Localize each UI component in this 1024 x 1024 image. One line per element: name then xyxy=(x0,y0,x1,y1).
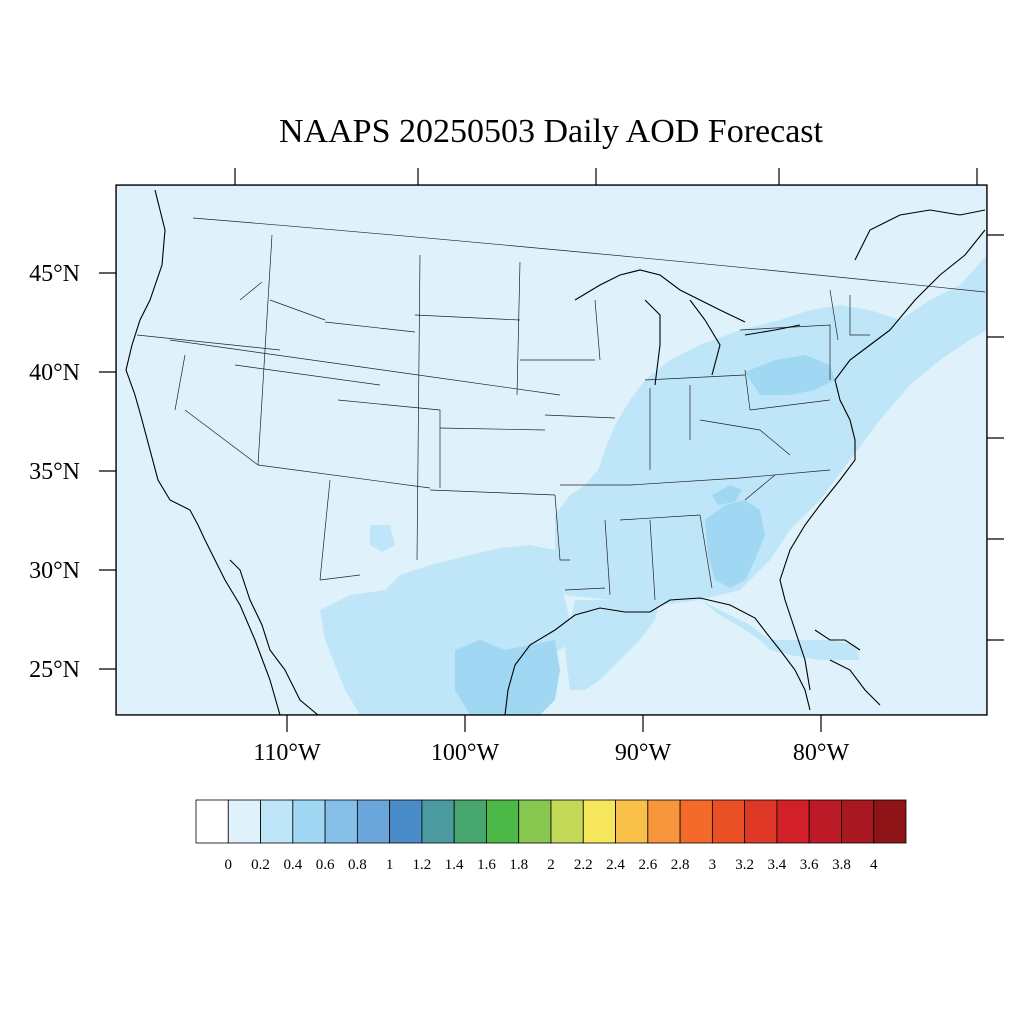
aod-region-carolina-high xyxy=(712,485,742,505)
latitude-labels: 45°N 40°N 35°N 30°N 25°N xyxy=(29,261,80,683)
coastlines xyxy=(125,189,986,715)
colorbar-label: 2.4 xyxy=(606,857,625,873)
lon-label: 110°W xyxy=(253,740,321,766)
aod-region-gulf-ext xyxy=(565,600,660,690)
lat-label: 45°N xyxy=(29,261,80,287)
colorbar-label: 0 xyxy=(225,857,233,873)
colorbar-labels: 0 0.2 0.4 0.6 0.8 1 1.2 1.4 1.6 1.8 2 2.2 2.4 2.6 2.8 3… xyxy=(225,857,878,873)
aod-region-eastern-us xyxy=(555,255,987,660)
colorbar-label: 1.6 xyxy=(477,857,496,873)
colorbar xyxy=(195,799,907,844)
aod-region-south-texas-high xyxy=(455,640,560,715)
right-ticks xyxy=(987,234,1004,641)
colorbar-label: 2.8 xyxy=(671,857,690,873)
colorbar-label: 1 xyxy=(386,857,394,873)
aod-region-new-mexico-spot xyxy=(370,525,395,552)
colorbar-label: 0.8 xyxy=(348,857,367,873)
colorbar-swatch xyxy=(808,799,842,844)
bottom-ticks xyxy=(286,715,822,732)
colorbar-label: 2.6 xyxy=(638,857,657,873)
colorbar-label: 3.2 xyxy=(735,857,754,873)
colorbar-swatch xyxy=(453,799,487,844)
left-ticks xyxy=(99,272,116,670)
colorbar-swatch xyxy=(776,799,810,844)
colorbar-label: 3.4 xyxy=(768,857,787,873)
colorbar-swatch xyxy=(195,799,229,844)
colorbar-label: 3.8 xyxy=(832,857,851,873)
colorbar-label: 0.4 xyxy=(283,857,302,873)
colorbar-swatch xyxy=(615,799,649,844)
colorbar-label: 4 xyxy=(870,857,878,873)
colorbar-swatch xyxy=(841,799,875,844)
colorbar-swatch xyxy=(356,799,391,844)
colorbar-label: 3.6 xyxy=(800,857,819,873)
colorbar-label: 2 xyxy=(547,857,555,873)
colorbar-label: 3 xyxy=(709,857,717,873)
aod-region-georgia-high xyxy=(705,500,765,588)
colorbar-label: 0.2 xyxy=(251,857,270,873)
lon-label: 90°W xyxy=(615,740,672,766)
colorbar-label: 1.2 xyxy=(413,857,432,873)
lon-label: 80°W xyxy=(793,740,850,766)
lat-label: 40°N xyxy=(29,360,80,386)
colorbar-label: 1.8 xyxy=(509,857,528,873)
lat-label: 35°N xyxy=(29,459,80,485)
state-boundaries xyxy=(136,217,986,601)
colorbar-swatch xyxy=(421,799,455,844)
colorbar-swatch xyxy=(873,799,907,844)
colorbar-swatch xyxy=(389,799,423,844)
colorbar-label: 1.4 xyxy=(445,857,464,873)
map-panel xyxy=(116,185,987,715)
longitude-labels: 110°W 100°W 90°W 80°W xyxy=(253,740,849,766)
colorbar-swatch xyxy=(711,799,746,844)
colorbar-swatch xyxy=(582,799,616,844)
map-border xyxy=(115,184,988,716)
top-ticks xyxy=(234,168,978,185)
map-title: NAAPS 20250503 Daily AOD Forecast xyxy=(279,113,824,150)
colorbar-swatch xyxy=(550,799,584,844)
colorbar-swatch xyxy=(518,799,552,844)
colorbar-swatch xyxy=(647,799,681,844)
colorbar-swatch xyxy=(486,799,520,844)
colorbar-swatch xyxy=(260,799,294,844)
colorbar-swatch xyxy=(679,799,713,844)
colorbar-label: 0.6 xyxy=(316,857,335,873)
lon-label: 100°W xyxy=(431,740,500,766)
colorbar-swatch xyxy=(227,799,261,844)
colorbar-label: 2.2 xyxy=(574,857,593,873)
lat-label: 30°N xyxy=(29,558,80,584)
lat-label: 25°N xyxy=(29,657,80,683)
colorbar-swatch xyxy=(744,799,778,844)
colorbar-swatch xyxy=(324,799,358,844)
colorbar-swatch xyxy=(292,799,326,844)
aod-region-pennsylvania-high xyxy=(745,355,835,395)
